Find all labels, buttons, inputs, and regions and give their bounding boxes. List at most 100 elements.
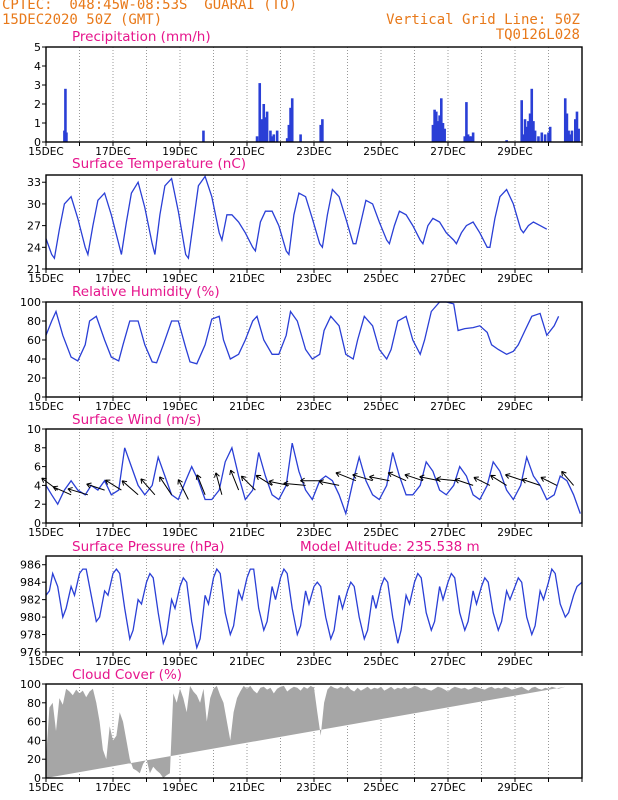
- y-tick-label: 20: [27, 372, 41, 385]
- precip-bar: [568, 134, 572, 142]
- x-tick-label: 25DEC: [363, 401, 398, 413]
- precip-bar: [522, 134, 525, 142]
- y-tick-label: 0: [34, 772, 41, 785]
- x-tick-label: 19DEC: [162, 656, 197, 668]
- wind-vector-arrow: [121, 480, 139, 496]
- cloud-cover-area: [46, 685, 566, 778]
- x-tick-label: 15DEC: [28, 146, 63, 158]
- precip-bar: [262, 104, 266, 142]
- precip-bar: [528, 113, 532, 142]
- wind-vector-arrow: [540, 476, 558, 486]
- precip-bar: [570, 130, 574, 142]
- wind-vector-arrow: [283, 480, 306, 487]
- x-tick-label: 23DEC: [296, 146, 331, 158]
- x-tick-label: 19DEC: [162, 782, 197, 794]
- wind-vector-arrow: [240, 475, 256, 491]
- x-tick-label: 25DEC: [363, 273, 398, 285]
- model-altitude-annotation: Model Altitude: 235.538 m: [300, 539, 480, 555]
- x-tick-label: 21DEC: [229, 146, 264, 158]
- y-tick-label: 3: [34, 79, 41, 92]
- x-tick-label: 29DEC: [497, 527, 532, 539]
- y-tick-label: 33: [27, 176, 41, 189]
- x-tick-label: 29DEC: [497, 273, 532, 285]
- y-tick-label: 1: [34, 117, 41, 130]
- y-tick-label: 10: [27, 423, 41, 436]
- header-grid-note: Vertical Grid Line: 50Z: [386, 12, 580, 28]
- wind-vector-arrow: [318, 479, 340, 486]
- precip-bar: [533, 130, 537, 142]
- precip-bar: [433, 109, 436, 142]
- rh-title: Relative Humidity (%): [72, 284, 220, 300]
- precip-bar: [567, 130, 570, 142]
- precip-bar: [574, 119, 577, 142]
- precip-bar: [202, 130, 205, 142]
- wind-vector-arrow: [436, 476, 457, 483]
- wind-vector-arrow: [504, 473, 524, 482]
- precip-bar: [289, 107, 292, 142]
- x-tick-label: 15DEC: [28, 273, 63, 285]
- y-tick-label: 986: [20, 559, 41, 572]
- precip-bar: [505, 140, 508, 142]
- precip-bar: [575, 111, 579, 142]
- precip-bar: [269, 130, 272, 142]
- header-model-code: TQ0126L028: [495, 27, 580, 43]
- x-tick-label: 27DEC: [430, 527, 465, 539]
- wind-vector-arrow: [255, 474, 273, 486]
- x-tick-label: 25DEC: [363, 782, 398, 794]
- x-tick-label: 27DEC: [430, 146, 465, 158]
- wind-vector-arrow: [177, 479, 189, 500]
- wind-vector-arrow: [335, 471, 357, 482]
- x-tick-label: 21DEC: [229, 782, 264, 794]
- precip-bar: [465, 102, 468, 142]
- precip-bar: [441, 123, 445, 142]
- temp-title: Surface Temperature (nC): [72, 156, 246, 172]
- x-tick-label: 29DEC: [497, 401, 532, 413]
- y-tick-label: 21: [27, 263, 41, 276]
- y-tick-label: 978: [20, 629, 41, 642]
- x-tick-label: 23DEC: [296, 273, 331, 285]
- x-tick-label: 17DEC: [95, 527, 130, 539]
- precip-bar: [532, 121, 535, 142]
- panel-rh: 0 20 40 60 80 100 15DEC 17DEC 19DEC 21DEC 23DEC 25D…: [20, 284, 583, 413]
- x-tick-label: 29DEC: [497, 656, 532, 668]
- y-tick-label: 980: [20, 611, 41, 624]
- precip-bar: [264, 117, 267, 142]
- y-tick-label: 982: [20, 594, 41, 607]
- wind-vector-arrow: [67, 487, 89, 496]
- y-tick-label: 60: [27, 716, 41, 729]
- precip-frame: [45, 46, 583, 143]
- panel-wind: 0 2 4 6 8 10 15DEC 17DEC 19DEC 21DEC 23DEC 25DEC 27D…: [27, 412, 583, 539]
- pres-series-line: [45, 567, 583, 650]
- x-tick-label: 17DEC: [95, 656, 130, 668]
- y-tick-label: 60: [27, 334, 41, 347]
- precip-bar: [290, 98, 294, 142]
- x-tick-label: 19DEC: [162, 527, 197, 539]
- x-tick-label: 19DEC: [162, 401, 197, 413]
- precip-bar: [523, 119, 527, 142]
- x-tick-label: 27DEC: [430, 401, 465, 413]
- precip-bar: [255, 136, 259, 142]
- wind-vector-arrow: [369, 474, 390, 482]
- wind-vector-arrow: [419, 474, 440, 482]
- temp-series-line: [45, 174, 548, 260]
- precip-bar: [520, 100, 523, 142]
- x-tick-label: 21DEC: [229, 401, 264, 413]
- wind-vector-arrow: [490, 474, 507, 486]
- x-tick-label: 25DEC: [363, 656, 398, 668]
- precip-bar: [537, 136, 540, 142]
- x-tick-label: 27DEC: [430, 656, 465, 668]
- wind-vector-arrow: [521, 477, 541, 486]
- x-tick-label: 15DEC: [28, 527, 63, 539]
- wind-vector-arrow: [159, 476, 173, 496]
- y-tick-label: 0: [34, 517, 41, 530]
- precip-bar: [434, 111, 438, 142]
- precip-bar: [270, 136, 274, 142]
- x-tick-label: 19DEC: [162, 146, 197, 158]
- y-tick-label: 27: [27, 220, 41, 233]
- x-tick-label: 17DEC: [95, 401, 130, 413]
- precip-bar: [65, 132, 68, 142]
- y-tick-label: 20: [27, 753, 41, 766]
- wind-vector-arrow: [561, 470, 575, 486]
- x-tick-label: 25DEC: [363, 527, 398, 539]
